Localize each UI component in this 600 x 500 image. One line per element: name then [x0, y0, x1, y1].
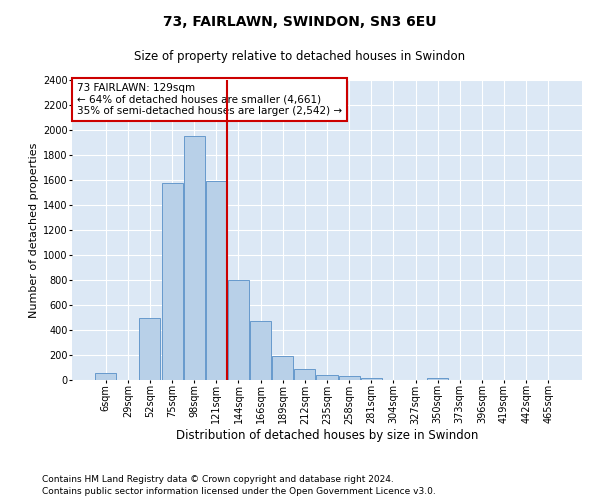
Bar: [427, 378, 448, 380]
Bar: [361, 378, 382, 380]
Bar: [295, 369, 316, 380]
Bar: [206, 181, 227, 380]
Y-axis label: Number of detached properties: Number of detached properties: [29, 142, 39, 318]
Bar: [228, 280, 249, 380]
Text: 73 FAIRLAWN: 129sqm
← 64% of detached houses are smaller (4,661)
35% of semi-det: 73 FAIRLAWN: 129sqm ← 64% of detached ho…: [77, 83, 342, 116]
Bar: [161, 182, 182, 380]
Text: Contains public sector information licensed under the Open Government Licence v3: Contains public sector information licen…: [42, 488, 436, 496]
Bar: [139, 318, 160, 380]
Bar: [338, 376, 359, 380]
Bar: [184, 136, 205, 380]
Bar: [95, 373, 116, 380]
Bar: [272, 356, 293, 380]
Bar: [316, 375, 338, 380]
Bar: [250, 322, 271, 380]
Text: Size of property relative to detached houses in Swindon: Size of property relative to detached ho…: [134, 50, 466, 63]
Text: Contains HM Land Registry data © Crown copyright and database right 2024.: Contains HM Land Registry data © Crown c…: [42, 475, 394, 484]
X-axis label: Distribution of detached houses by size in Swindon: Distribution of detached houses by size …: [176, 429, 478, 442]
Text: 73, FAIRLAWN, SWINDON, SN3 6EU: 73, FAIRLAWN, SWINDON, SN3 6EU: [163, 15, 437, 29]
